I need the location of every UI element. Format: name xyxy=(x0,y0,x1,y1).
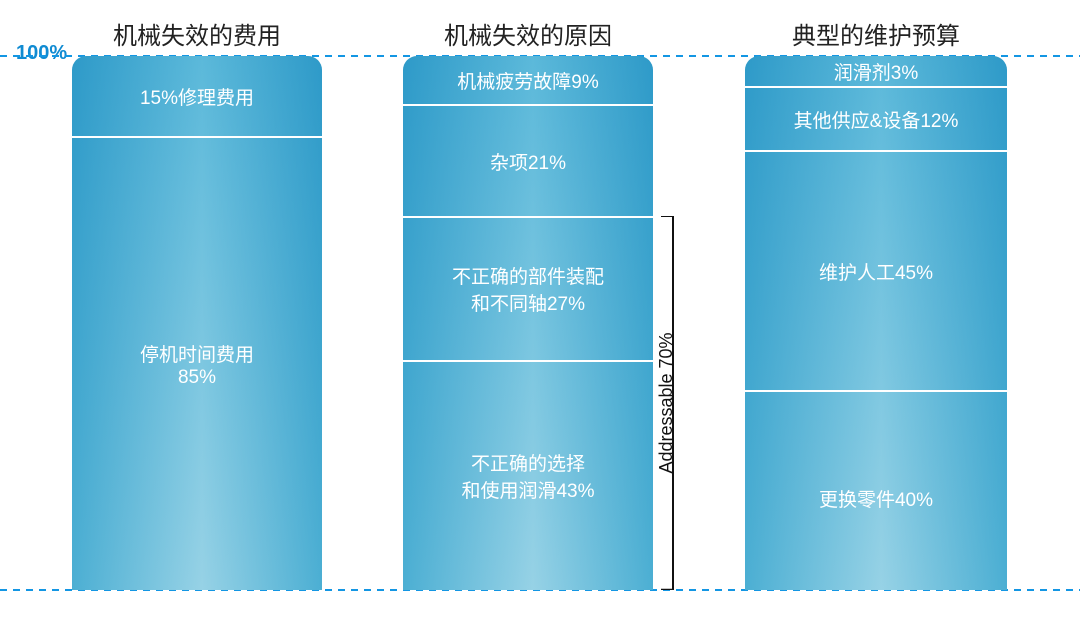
bar-segment: 润滑剂3% xyxy=(745,56,1007,86)
column-title: 机械失效的原因 xyxy=(403,16,653,51)
stacked-bar-chart: 100% 机械失效的费用15%修理费用停机时间费用85%Addressable … xyxy=(0,0,1080,620)
bar-segment: 维护人工45% xyxy=(745,150,1007,390)
stacked-bar: 机械疲劳故障9%杂项21%不正确的部件装配和不同轴27%不正确的选择和使用润滑4… xyxy=(403,56,653,590)
segment-label-line: 机械疲劳故障9% xyxy=(457,67,598,94)
bar-segment: 停机时间费用85% xyxy=(72,136,322,590)
bar-segment: 不正确的部件装配和不同轴27% xyxy=(403,216,653,360)
segment-label-line: 85% xyxy=(178,367,216,389)
segment-label-line: 润滑剂3% xyxy=(834,58,918,85)
bar-segment: 不正确的选择和使用润滑43% xyxy=(403,360,653,590)
segment-label-line: 维护人工45% xyxy=(819,258,933,285)
segment-label-line: 停机时间费用 xyxy=(140,340,254,367)
column-title: 典型的维护预算 xyxy=(745,16,1007,51)
column-1: 机械失效的原因机械疲劳故障9%杂项21%不正确的部件装配和不同轴27%不正确的选… xyxy=(403,0,653,620)
segment-label-line: 更换零件40% xyxy=(819,485,933,512)
segment-label-line: 和使用润滑43% xyxy=(461,476,594,503)
stacked-bar: 润滑剂3% 其他供应&设备12% 维护人工45% 更换零件40% xyxy=(745,56,1007,590)
segment-label-line: 杂项21% xyxy=(490,148,566,175)
columns-row: 机械失效的费用15%修理费用停机时间费用85%Addressable 70%机械… xyxy=(72,0,1050,620)
segment-label-line: 其他供应&设备12% xyxy=(794,106,959,133)
column-0: 机械失效的费用15%修理费用停机时间费用85% xyxy=(72,0,322,620)
segment-label-line: 和不同轴27% xyxy=(471,289,585,316)
column-2: 典型的维护预算润滑剂3% 其他供应&设备12% 维护人工45% 更换零件40% xyxy=(745,0,1007,620)
addressable-bracket-label: Addressable 70% xyxy=(656,333,677,474)
bar-segment: 更换零件40% xyxy=(745,390,1007,590)
segment-label-line: 15%修理费用 xyxy=(140,83,254,110)
stacked-bar: 15%修理费用停机时间费用85% xyxy=(72,56,322,590)
column-title: 机械失效的费用 xyxy=(72,16,322,51)
bar-segment: 15%修理费用 xyxy=(72,56,322,136)
segment-label-line: 不正确的选择 xyxy=(471,449,585,476)
bar-segment: 杂项21% xyxy=(403,104,653,216)
bar-segment: 机械疲劳故障9% xyxy=(403,56,653,104)
bar-segment: 其他供应&设备12% xyxy=(745,86,1007,150)
segment-label-line: 不正确的部件装配 xyxy=(452,262,604,289)
